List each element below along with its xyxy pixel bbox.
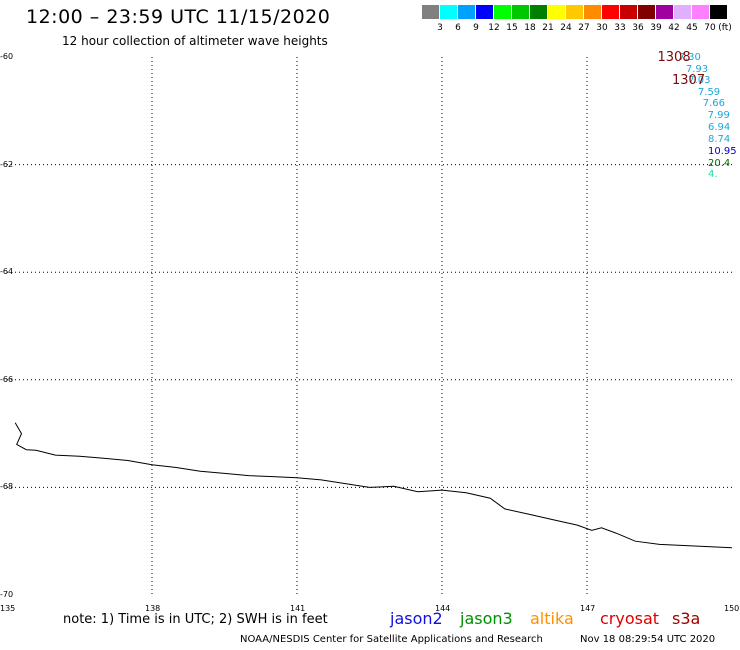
legend-swatch (602, 5, 619, 19)
legend-label: 15 (506, 23, 518, 33)
latitude-label: -64 (0, 267, 14, 277)
wave-height-value: 6.94 (708, 122, 731, 134)
longitude-label: 147 (580, 604, 596, 613)
mission-label: jason2 (390, 609, 443, 628)
wave-height-value: 8.74 (708, 133, 731, 145)
legend-label: 6 (455, 23, 461, 33)
legend-label: 30 (596, 23, 608, 33)
graticule (7, 57, 732, 595)
legend-swatch (674, 5, 691, 19)
legend-swatch (530, 5, 547, 19)
longitude-label: 144 (435, 604, 451, 613)
page-subtitle: 12 hour collection of altimeter wave hei… (62, 34, 328, 48)
latitude-label: -60 (0, 52, 14, 61)
legend-label: 24 (560, 23, 572, 33)
wave-height-value: 7.30 (678, 52, 701, 64)
legend-label: 42 (668, 23, 680, 33)
units-note: note: 1) Time is in UTC; 2) SWH is in fe… (63, 612, 328, 627)
generated-timestamp: Nov 18 08:29:54 UTC 2020 (580, 634, 716, 645)
legend-swatch (458, 5, 475, 19)
legend-swatch (656, 5, 673, 19)
legend-label: 12 (488, 23, 500, 33)
legend-swatch (476, 5, 493, 19)
legend-swatch (548, 5, 565, 19)
latitude-label: -62 (0, 159, 14, 169)
latitude-label: -70 (0, 590, 14, 599)
mission-label: cryosat (600, 609, 660, 628)
legend-swatch (638, 5, 655, 19)
wave-height-value: 7.03 (688, 74, 711, 86)
legend-swatch (440, 5, 457, 19)
wave-height-value: 7.99 (707, 110, 730, 122)
mission-label: altika (530, 609, 574, 628)
legend-swatch (692, 5, 709, 19)
legend-label: 27 (578, 23, 590, 33)
wave-height-value: 10.95 (708, 145, 737, 157)
credit-line: NOAA/NESDIS Center for Satellite Applica… (240, 634, 543, 645)
longitude-label: 150 (724, 604, 740, 613)
pass-number: 1308 (657, 50, 691, 65)
legend-label: 18 (524, 23, 536, 33)
latitude-label: -68 (0, 482, 14, 492)
legend-swatch (584, 5, 601, 19)
longitude-label: 141 (290, 604, 306, 613)
legend-label: 33 (614, 23, 626, 33)
legend-unit: (ft) (718, 23, 732, 33)
legend-label: 3 (437, 23, 443, 33)
mission-label: jason3 (460, 609, 513, 628)
wave-height-value: 7.66 (702, 98, 726, 110)
longitude-label: 135 (0, 604, 16, 613)
longitude-label: 138 (145, 604, 161, 613)
legend-label: 70 (704, 23, 716, 33)
legend-swatch (620, 5, 637, 19)
legend-swatch (494, 5, 511, 19)
pass-number: 1307 (672, 72, 706, 88)
latitude-label: -66 (0, 374, 14, 384)
mission-label: s3a (672, 609, 701, 628)
wave-height-value: 7.93 (685, 63, 709, 75)
legend-label: 39 (650, 23, 662, 33)
wave-height-value: 20.4 (708, 157, 731, 169)
wave-height-value: 7.59 (697, 86, 721, 98)
legend-label: 36 (632, 23, 644, 33)
legend-label: 45 (686, 23, 698, 33)
wave-height-value: 4. (708, 169, 718, 181)
legend-swatch (422, 5, 439, 19)
legend-swatch (710, 5, 727, 19)
antarctic-coastline (14, 422, 733, 549)
legend-label: 21 (542, 23, 554, 33)
page-title: 12:00 – 23:59 UTC 11/15/2020 (26, 6, 331, 28)
legend-swatch (566, 5, 583, 19)
legend-label: 9 (473, 23, 479, 33)
legend-swatch (512, 5, 529, 19)
